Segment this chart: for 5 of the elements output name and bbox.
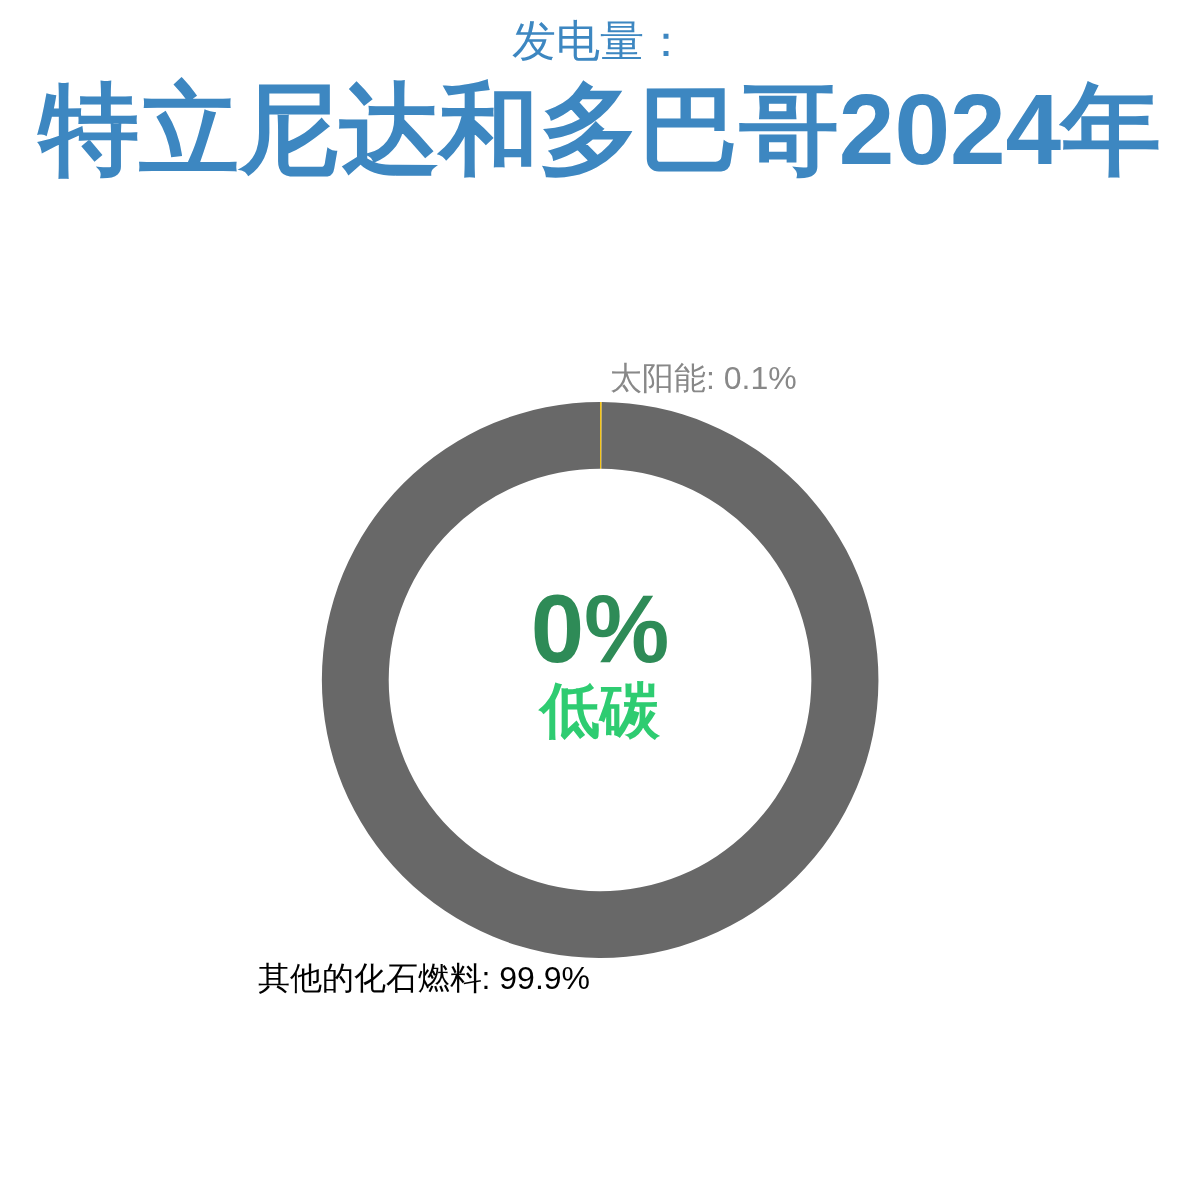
slice-label: 其他的化石燃料: 99.9% <box>257 959 591 996</box>
text: 低碳 <box>538 676 661 744</box>
chart-title: 特立尼达和多巴哥2024年 <box>36 72 1163 187</box>
chart-subtitle: 发电量： <box>511 15 689 67</box>
slice-label: 太阳能: 0.1% <box>609 359 797 396</box>
